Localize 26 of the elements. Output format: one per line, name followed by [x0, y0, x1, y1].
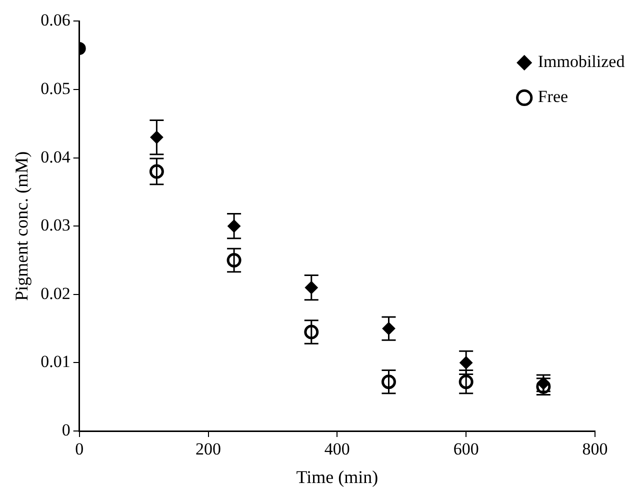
y-tick-label: 0.06: [40, 10, 70, 30]
y-tick-label: 0.05: [40, 78, 70, 98]
point: [228, 220, 241, 233]
x-axis-title: Time (min): [296, 466, 378, 487]
point: [304, 281, 318, 294]
y-tick-label: 0.04: [40, 147, 71, 166]
legend-label: Free: [538, 87, 568, 106]
x-tick-label: 800: [582, 440, 608, 459]
y-axis-title: Pigment conc. (mM): [12, 151, 32, 301]
point: [149, 164, 164, 179]
point: [150, 130, 164, 144]
x-tick-label: 400: [324, 440, 350, 459]
legend-label: Immobilized: [538, 52, 626, 72]
point: [226, 253, 242, 268]
point: [381, 374, 396, 390]
x-tick-label: 600: [453, 440, 479, 459]
y-tick-label: 0: [62, 420, 70, 440]
point: [304, 324, 319, 340]
point: [382, 322, 396, 336]
x-tick-label: 200: [196, 440, 222, 459]
y-tick-label: 0.03: [40, 216, 70, 235]
x-tick-label: 0: [75, 440, 84, 459]
y-tick-label: 0.02: [40, 284, 70, 303]
y-tick-label: 0.01: [40, 352, 70, 372]
point: [458, 374, 474, 390]
point: [460, 356, 473, 370]
